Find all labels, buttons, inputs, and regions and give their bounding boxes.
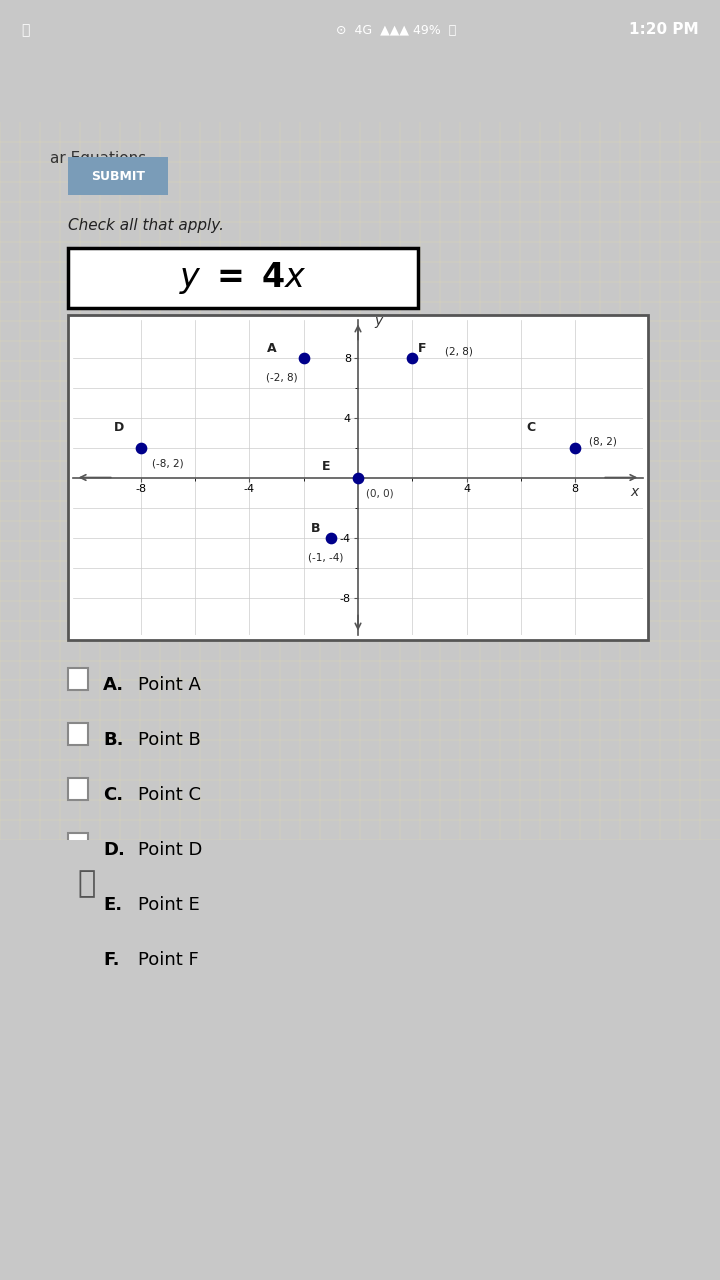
Text: (-8, 2): (-8, 2) xyxy=(152,460,184,468)
Text: E.: E. xyxy=(103,896,122,914)
Point xyxy=(570,438,581,458)
Text: (-2, 8): (-2, 8) xyxy=(266,372,298,381)
Text: Point B: Point B xyxy=(138,731,201,749)
Text: ar Equations: ar Equations xyxy=(50,151,147,165)
Text: D: D xyxy=(114,421,125,434)
Text: (-1, -4): (-1, -4) xyxy=(307,552,343,562)
FancyBboxPatch shape xyxy=(68,943,88,965)
Text: B: B xyxy=(310,521,320,535)
Text: A.: A. xyxy=(103,676,124,694)
Point xyxy=(298,347,310,367)
Text: Point E: Point E xyxy=(138,896,199,914)
Text: x: x xyxy=(631,485,639,498)
Text: F: F xyxy=(418,342,426,355)
FancyBboxPatch shape xyxy=(68,157,168,195)
Text: SUBMIT: SUBMIT xyxy=(91,169,145,183)
Text: Point A: Point A xyxy=(138,676,201,694)
Text: F.: F. xyxy=(103,951,120,969)
Text: 1:20 PM: 1:20 PM xyxy=(629,23,698,37)
Text: (0, 0): (0, 0) xyxy=(366,489,394,499)
Text: Point C: Point C xyxy=(138,786,201,804)
Text: (2, 8): (2, 8) xyxy=(445,347,473,357)
Text: 📱: 📱 xyxy=(22,23,30,37)
Text: E: E xyxy=(323,460,331,474)
Text: $\bf{\it{y}}$ $\bf{=}$ $\bf{4\it{x}}$: $\bf{\it{y}}$ $\bf{=}$ $\bf{4\it{x}}$ xyxy=(179,260,307,296)
FancyBboxPatch shape xyxy=(68,778,88,800)
Text: ⊙  4G  ▲▲▲ 49%  🔋: ⊙ 4G ▲▲▲ 49% 🔋 xyxy=(336,23,456,37)
Text: Point D: Point D xyxy=(138,841,202,859)
Point xyxy=(407,347,418,367)
FancyBboxPatch shape xyxy=(68,888,88,910)
FancyBboxPatch shape xyxy=(68,248,418,308)
Text: C.: C. xyxy=(103,786,123,804)
Point xyxy=(352,467,364,488)
FancyBboxPatch shape xyxy=(68,723,88,745)
Text: Check all that apply.: Check all that apply. xyxy=(68,218,224,233)
Text: (8, 2): (8, 2) xyxy=(589,436,616,447)
Point xyxy=(135,438,147,458)
Text: y: y xyxy=(374,314,382,328)
Point xyxy=(325,527,337,548)
FancyBboxPatch shape xyxy=(68,833,88,855)
Text: Point F: Point F xyxy=(138,951,199,969)
Text: 🖨: 🖨 xyxy=(77,869,96,899)
FancyBboxPatch shape xyxy=(68,668,88,690)
Text: B.: B. xyxy=(103,731,124,749)
Text: D.: D. xyxy=(103,841,125,859)
Text: C: C xyxy=(526,421,536,434)
Text: A: A xyxy=(267,342,276,355)
FancyBboxPatch shape xyxy=(68,315,648,640)
